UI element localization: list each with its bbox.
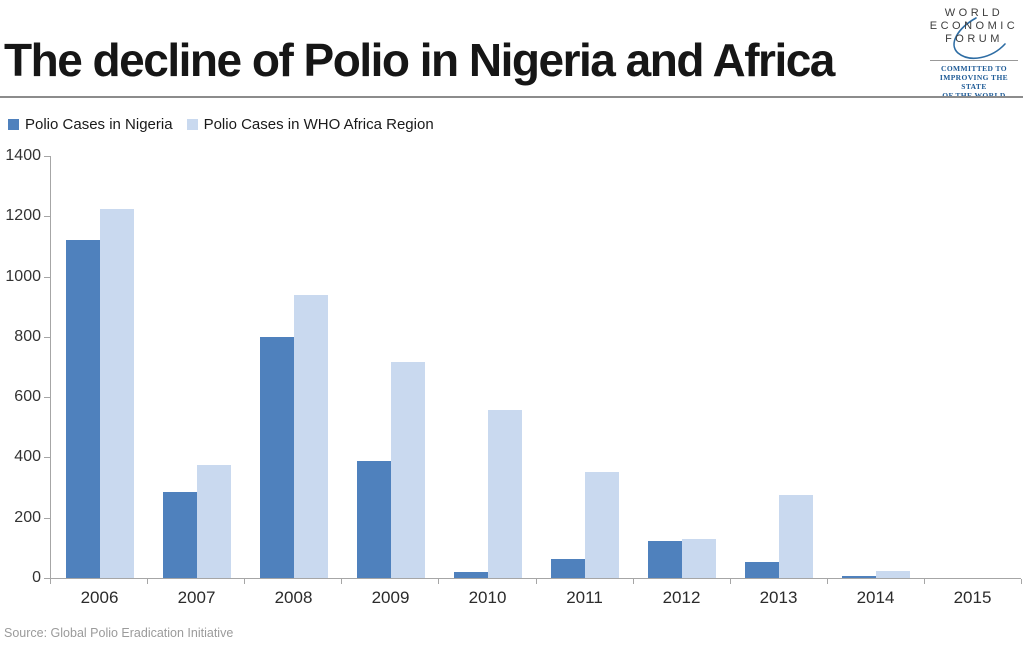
- x-axis-tick: [50, 579, 51, 584]
- wef-logo-text: WORLD ECONOMIC FORUM: [928, 7, 1020, 46]
- legend-label: Polio Cases in Nigeria: [25, 116, 173, 133]
- wef-logo: WORLD ECONOMIC FORUM COMMITTED TO IMPROV…: [928, 7, 1020, 100]
- bar-polio-cases-in-who-africa-region-2008: [293, 295, 328, 578]
- bar-group-2009: [342, 156, 439, 578]
- x-axis-label-2009: 2009: [371, 588, 410, 607]
- x-axis-label-2007: 2007: [177, 588, 216, 607]
- x-axis-label-2010: 2010: [468, 588, 507, 607]
- x-axis-tick: [633, 579, 634, 584]
- logo-line-forum: FORUM: [945, 33, 1003, 45]
- wef-swoosh-icon: [953, 17, 1006, 60]
- x-axis-tick: [438, 579, 439, 584]
- y-axis-label: 600: [14, 388, 41, 406]
- bar-polio-cases-in-who-africa-region-2010: [487, 410, 522, 578]
- bar-polio-cases-in-who-africa-region-2007: [196, 465, 231, 578]
- logo-divider: [930, 60, 1018, 61]
- page-title: The decline of Polio in Nigeria and Afri…: [4, 34, 835, 86]
- chart-legend: Polio Cases in Nigeria Polio Cases in WHO…: [8, 116, 434, 133]
- y-axis-line: [50, 156, 51, 579]
- x-axis-tick: [1021, 579, 1022, 584]
- y-axis-tick: [44, 156, 50, 157]
- bar-polio-cases-in-nigeria-2009: [356, 461, 391, 578]
- bar-group-2013: [730, 156, 827, 578]
- bar-group-2008: [245, 156, 342, 578]
- y-axis-label: 200: [14, 508, 41, 526]
- y-axis-label: 0: [32, 569, 41, 586]
- tagline-line-2: IMPROVING THE STATE: [939, 73, 1009, 91]
- y-axis-tick: [44, 216, 50, 217]
- x-axis-tick: [536, 579, 537, 584]
- y-axis-label: 800: [14, 327, 41, 345]
- legend-item-1: Polio Cases in WHO Africa Region: [186, 116, 434, 133]
- bar-group-2007: [148, 156, 245, 578]
- x-axis-line: [50, 578, 1021, 579]
- bars-row: [51, 156, 1021, 578]
- y-axis-label: 400: [14, 448, 41, 466]
- legend-label: Polio Cases in WHO Africa Region: [203, 116, 434, 133]
- bar-group-2011: [536, 156, 633, 578]
- bar-polio-cases-in-who-africa-region-2014: [875, 571, 910, 578]
- bar-polio-cases-in-who-africa-region-2012: [681, 539, 716, 578]
- bar-polio-cases-in-nigeria-2007: [162, 492, 197, 578]
- bar-polio-cases-in-who-africa-region-2013: [778, 495, 813, 578]
- bar-polio-cases-in-nigeria-2011: [550, 559, 585, 578]
- logo-line-economic: ECONOMIC: [929, 20, 1019, 32]
- tagline-line-3: OF THE WORLD: [942, 91, 1006, 100]
- bar-group-2015: [924, 156, 1021, 578]
- bar-polio-cases-in-who-africa-region-2011: [584, 472, 619, 578]
- legend-marker: [8, 119, 19, 130]
- legend-item-0: Polio Cases in Nigeria: [8, 116, 173, 133]
- x-axis-label-2012: 2012: [662, 588, 701, 607]
- x-axis-tick: [730, 579, 731, 584]
- x-axis-tick: [827, 579, 828, 584]
- x-axis-label-2014: 2014: [856, 588, 895, 607]
- y-axis-tick: [44, 277, 50, 278]
- wef-tagline: COMMITTED TO IMPROVING THE STATE OF THE …: [928, 64, 1020, 100]
- bar-polio-cases-in-nigeria-2014: [841, 576, 876, 578]
- x-axis-label-2006: 2006: [80, 588, 119, 607]
- y-axis-label: 1200: [5, 207, 41, 225]
- source-note: Source: Global Polio Eradication Initiat…: [4, 626, 234, 640]
- y-axis-tick: [44, 397, 50, 398]
- x-axis-tick: [147, 579, 148, 584]
- y-axis-label: 1400: [5, 147, 41, 164]
- bar-group-2010: [439, 156, 536, 578]
- bar-polio-cases-in-nigeria-2008: [259, 337, 294, 578]
- legend-marker: [186, 119, 198, 130]
- bar-polio-cases-in-who-africa-region-2009: [390, 362, 425, 578]
- x-axis-tick: [341, 579, 342, 584]
- logo-line-world: WORLD: [944, 7, 1004, 19]
- bar-group-2012: [633, 156, 730, 578]
- x-axis-label-2008: 2008: [274, 588, 313, 607]
- bar-polio-cases-in-nigeria-2006: [65, 240, 100, 578]
- y-axis-label: 1000: [5, 267, 41, 285]
- x-axis-label-2015: 2015: [953, 588, 992, 607]
- bar-polio-cases-in-nigeria-2012: [647, 541, 682, 578]
- x-axis-tick: [244, 579, 245, 584]
- bar-group-2014: [827, 156, 924, 578]
- x-axis-tick: [924, 579, 925, 584]
- y-axis-tick: [44, 578, 50, 579]
- x-axis-label-2011: 2011: [566, 588, 603, 607]
- bar-polio-cases-in-who-africa-region-2006: [99, 209, 134, 578]
- bar-polio-cases-in-nigeria-2013: [744, 562, 779, 578]
- header-divider: [0, 96, 1023, 98]
- x-axis-label-2013: 2013: [759, 588, 798, 607]
- tagline-line-1: COMMITTED TO: [941, 64, 1007, 73]
- bar-polio-cases-in-nigeria-2010: [453, 572, 488, 578]
- y-axis-tick: [44, 457, 50, 458]
- bar-group-2006: [51, 156, 148, 578]
- y-axis-tick: [44, 337, 50, 338]
- y-axis-tick: [44, 518, 50, 519]
- x-labels-row: 2006 2007 2008 2009 2010 2011 2012 2013 2014 2015: [51, 588, 1021, 608]
